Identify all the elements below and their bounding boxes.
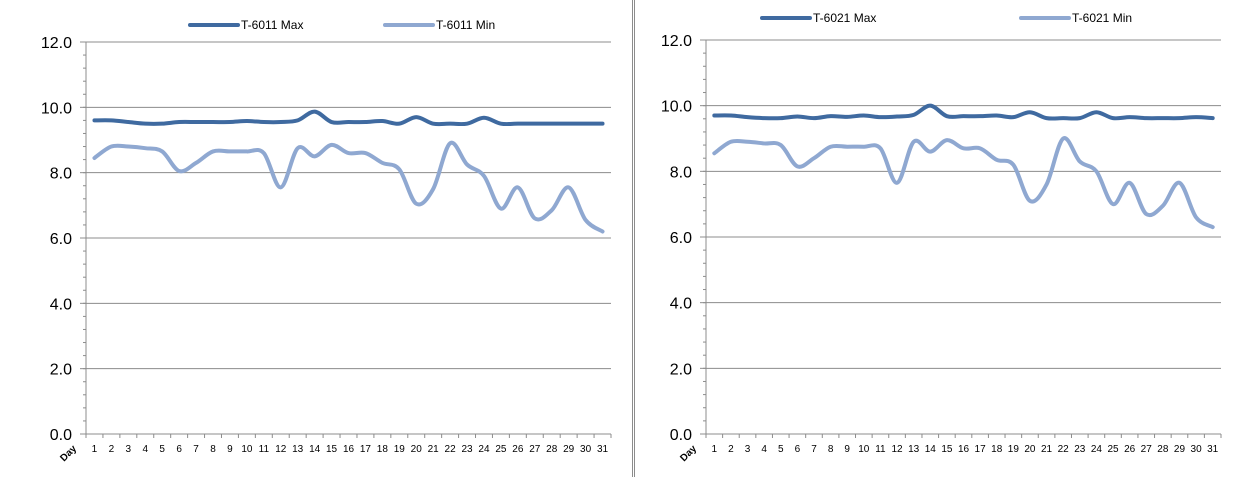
y-tick-label: 0.0	[50, 427, 72, 444]
x-tick-label: 8	[210, 444, 216, 455]
x-tick-label: 8	[828, 444, 834, 455]
x-tick-label: 29	[563, 444, 575, 455]
y-tick-label: 4.0	[670, 296, 692, 313]
x-axis-day-label: Day	[58, 443, 79, 464]
x-tick-label: 9	[844, 444, 850, 455]
x-tick-label: 25	[495, 444, 507, 455]
y-tick-label: 6.0	[50, 231, 72, 248]
x-tick-label: 23	[461, 444, 473, 455]
x-tick-label: 12	[275, 444, 287, 455]
y-tick-label: 8.0	[50, 166, 72, 183]
x-tick-label: 6	[795, 444, 801, 455]
y-tick-label: 12.0	[661, 33, 692, 50]
x-tick-label: 7	[811, 444, 817, 455]
x-tick-label: 19	[1008, 444, 1020, 455]
x-tick-label: 24	[1091, 444, 1103, 455]
legend-label: T-6011 Min	[436, 18, 495, 32]
x-tick-label: 24	[478, 444, 490, 455]
x-tick-label: 30	[580, 444, 592, 455]
x-tick-label: 18	[991, 444, 1003, 455]
chart-panel-right: 0.0 2.0 4.0 6.0 8.0 10.0 12.0 1 2 3 4 5 6 7 8 9 10 11 12 13…	[634, 0, 1243, 477]
x-tick-label: 25	[1107, 444, 1119, 455]
x-tick-label: 18	[377, 444, 389, 455]
x-tick-label: 30	[1191, 444, 1203, 455]
x-tick-label: 10	[858, 444, 870, 455]
x-tick-label: 21	[428, 444, 440, 455]
x-tick-label: 21	[1041, 444, 1053, 455]
x-tick-label: 2	[109, 444, 115, 455]
x-tick-label: 19	[394, 444, 406, 455]
x-tick-label: 23	[1074, 444, 1086, 455]
legend-label: T-6011 Max	[241, 18, 303, 32]
x-axis-day-label: Day	[678, 443, 699, 464]
x-tick-label: 11	[875, 444, 886, 455]
x-tick-label: 13	[292, 444, 304, 455]
legend-label: T-6021 Max	[813, 11, 876, 25]
x-tick-label: 26	[1124, 444, 1136, 455]
x-tick-label: 14	[309, 444, 321, 455]
x-tick-label: 17	[975, 444, 987, 455]
x-tick-label: 2	[728, 444, 734, 455]
x-tick-label: 13	[908, 444, 920, 455]
series-line-min	[92, 140, 605, 234]
x-tick-label: 3	[745, 444, 751, 455]
x-tick-label: 9	[227, 444, 233, 455]
legend-label: T-6021 Min	[1072, 11, 1132, 25]
x-tick-label: 28	[1157, 444, 1169, 455]
x-tick-label: 1	[92, 444, 98, 455]
x-tick-label: 6	[176, 444, 182, 455]
line-chart-t6021: 0.02.04.06.08.010.012.01 2 3 4 5 6 7 8 9 10 11 12 13…	[661, 11, 1222, 464]
x-tick-label: 27	[1141, 444, 1153, 455]
series-line-max	[92, 109, 605, 127]
series-line-max	[712, 103, 1215, 121]
x-tick-label: 27	[529, 444, 541, 455]
y-tick-label: 4.0	[50, 296, 72, 313]
y-tick-label: 8.0	[670, 164, 692, 181]
x-tick-label: 10	[241, 444, 253, 455]
series-line-min	[712, 136, 1215, 230]
x-tick-label: 28	[546, 444, 558, 455]
x-tick-label: 16	[343, 444, 355, 455]
x-tick-label: 14	[925, 444, 937, 455]
x-tick-label: 15	[326, 444, 338, 455]
x-tick-label: 12	[891, 444, 903, 455]
x-tick-label: 1	[712, 444, 718, 455]
y-tick-label: 12.0	[41, 35, 72, 52]
x-tick-label: 17	[360, 444, 372, 455]
x-tick-label: 5	[778, 444, 784, 455]
x-tick-label: 16	[958, 444, 970, 455]
line-chart-t6011: 0.02.04.06.08.010.012.01 2 3 4 5 6 7 8 9 10 11 12 13…	[41, 18, 612, 464]
x-tick-label: 20	[411, 444, 423, 455]
x-tick-label: 20	[1024, 444, 1036, 455]
x-tick-label: 4	[142, 444, 148, 455]
x-tick-label: 3	[126, 444, 132, 455]
chart-panel-left: 0.0 2.0 4.0 6.0 8.0 10.0 12.0 1 2 3 4 5 6 7 8 9 10 11 12 13…	[40, 0, 633, 477]
x-tick-label: 4	[761, 444, 767, 455]
x-tick-label: 15	[941, 444, 953, 455]
x-tick-label: 7	[193, 444, 199, 455]
x-tick-label: 22	[445, 444, 457, 455]
y-tick-label: 10.0	[41, 100, 72, 117]
x-tick-label: 5	[159, 444, 165, 455]
x-tick-label: 26	[512, 444, 524, 455]
y-tick-label: 2.0	[50, 362, 72, 379]
y-tick-label: 6.0	[670, 230, 692, 247]
x-tick-label: 31	[1207, 444, 1219, 455]
y-tick-label: 0.0	[670, 427, 692, 444]
x-tick-label: 29	[1174, 444, 1186, 455]
x-tick-label: 31	[597, 444, 609, 455]
x-tick-label: 11	[259, 444, 270, 455]
y-tick-label: 10.0	[661, 99, 692, 116]
y-tick-label: 2.0	[670, 361, 692, 378]
x-tick-label: 22	[1058, 444, 1070, 455]
